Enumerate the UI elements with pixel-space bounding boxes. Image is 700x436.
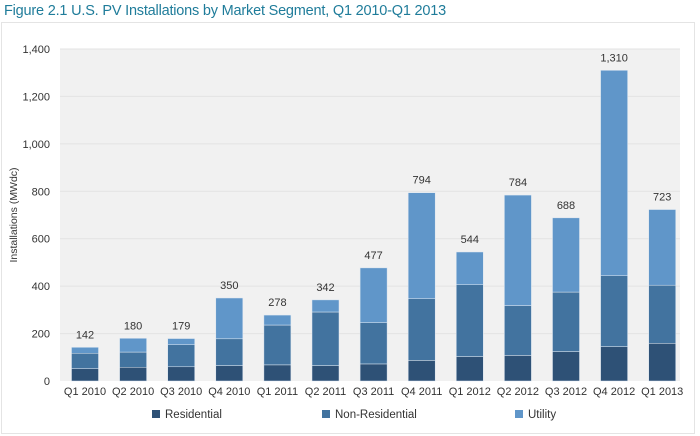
x-tick-label: Q1 2013 [641,386,683,398]
bar-segment-utility [311,299,340,313]
bar-segment-utility [504,194,532,306]
legend-label: Non-Residential [335,409,417,421]
y-axis-label: Installations (MWdc) [8,167,20,262]
bar-segment-residential [407,360,436,382]
bar-segment-residential [311,365,340,382]
bar-segment-residential [504,355,532,382]
x-tick-label: Q2 2011 [305,386,346,398]
bar-segment-utility [456,251,484,285]
x-tick-label: Q2 2010 [112,386,154,398]
bar-segment-non-residential [311,311,340,366]
y-tick-label: 400 [32,281,50,293]
bar-segment-non-residential [648,284,676,344]
y-tick-label: 200 [32,329,50,341]
x-tick-label: Q3 2010 [160,386,202,398]
x-tick-label: Q4 2012 [593,386,635,398]
legend-label: Utility [528,409,556,421]
x-tick-label: Q4 2011 [401,386,442,398]
bar-segment-non-residential [504,305,532,356]
total-label: 794 [413,175,431,187]
total-label: 784 [509,177,527,189]
bar-segment-utility [215,297,244,340]
chart-frame [1,22,695,434]
y-tick-label: 1,200 [22,91,50,103]
chart-title: Figure 2.1 U.S. PV Installations by Mark… [4,3,446,19]
bar-segment-non-residential [600,275,628,347]
bar-segment-residential [119,366,147,382]
y-tick-label: 1,400 [22,44,50,56]
legend-swatch [515,410,523,418]
total-label: 180 [124,320,142,332]
bar-segment-residential [456,356,484,382]
bar-segment-utility [71,347,99,354]
bar-segment-utility [119,338,147,353]
bar-segment-residential [215,365,244,382]
legend-swatch [152,410,160,418]
x-tick-label: Q3 2012 [545,386,587,398]
total-label: 688 [557,200,575,212]
total-label: 1,310 [600,52,628,64]
bar-segment-non-residential [71,353,99,369]
bar-segment-residential [552,351,580,382]
bar-segment-residential [167,366,195,382]
legend-label: Residential [165,409,222,421]
y-tick-label: 0 [44,376,50,388]
bar-segment-utility [648,209,676,286]
bar-segment-utility [167,338,195,345]
x-tick-label: Q1 2010 [64,386,106,398]
bar-segment-non-residential [359,322,388,365]
total-label: 544 [461,234,479,246]
bar-segment-residential [71,368,99,382]
bar-segment-non-residential [407,298,436,361]
bar-segment-non-residential [456,284,484,357]
bar-segment-utility [552,217,580,293]
bar-segment-residential [263,364,292,382]
bar-segment-non-residential [263,324,292,366]
bar-segment-non-residential [119,351,147,368]
bar-segment-residential [600,346,628,382]
total-label: 179 [172,321,190,333]
x-tick-label: Q3 2011 [353,386,394,398]
total-label: 477 [364,250,382,262]
y-tick-label: 1,000 [22,139,50,151]
total-label: 278 [268,297,286,309]
bar-segment-utility [359,267,388,323]
total-label: 723 [653,192,671,204]
x-tick-label: Q2 2012 [497,386,539,398]
y-tick-label: 600 [32,234,50,246]
bar-segment-utility [600,70,628,276]
bar-segment-non-residential [167,344,195,368]
x-tick-label: Q1 2012 [449,386,491,398]
total-label: 350 [220,280,238,292]
bar-segment-utility [263,314,292,326]
bar-segment-non-residential [552,291,580,352]
bar-segment-residential [648,343,676,382]
bar-segment-utility [407,192,436,299]
legend-swatch [322,410,330,418]
x-tick-label: Q1 2011 [257,386,298,398]
total-label: 142 [76,329,94,341]
bar-segment-non-residential [215,338,244,366]
y-tick-label: 800 [32,186,50,198]
x-tick-label: Q4 2010 [208,386,250,398]
total-label: 342 [316,282,334,294]
bar-segment-residential [359,363,388,382]
